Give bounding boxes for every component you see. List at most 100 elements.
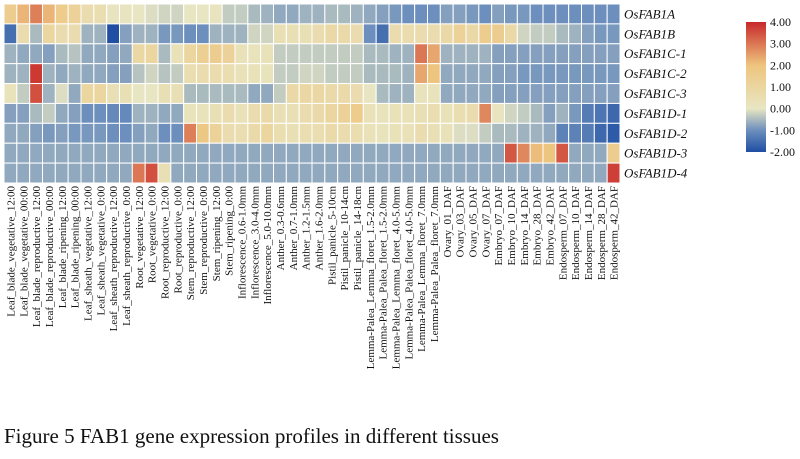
heatmap-cell <box>375 23 390 45</box>
heatmap-cell <box>234 43 249 65</box>
heatmap-cell <box>529 63 544 85</box>
heatmap-cell <box>106 23 120 45</box>
heatmap-cell <box>324 142 339 164</box>
heatmap-cell <box>311 23 326 45</box>
heatmap-cell <box>273 102 287 124</box>
heatmap-cell <box>324 23 339 45</box>
heatmap-cell <box>208 3 223 25</box>
heatmap-cell <box>504 63 518 85</box>
heatmap-cell <box>593 43 608 65</box>
heatmap-cell <box>504 142 518 164</box>
heatmap-cell <box>491 43 506 65</box>
column-label: Embryo_28_DAF <box>532 186 544 265</box>
heatmap-cell <box>388 63 403 85</box>
heatmap-cell <box>452 102 467 124</box>
heatmap-cell <box>273 3 287 25</box>
heatmap-cell <box>491 63 506 85</box>
heatmap-cell <box>581 142 595 164</box>
heatmap-cell <box>221 83 236 104</box>
heatmap-cell <box>247 63 262 85</box>
heatmap-cell <box>504 102 518 124</box>
heatmap-cell <box>350 3 364 25</box>
heatmap-cell <box>67 23 82 45</box>
heatmap-cell <box>324 3 339 25</box>
heatmap-cell <box>362 3 377 25</box>
heatmap-cell <box>106 142 120 164</box>
heatmap-cell <box>465 122 480 144</box>
heatmap-cell <box>427 122 441 144</box>
heatmap-cell <box>106 43 120 65</box>
figure-caption: Figure 5 FAB1 gene expression profiles i… <box>4 424 499 448</box>
column-label: Leaf_blade_vegetative_00:00 <box>18 186 30 317</box>
row-label: OsFAB1D-1 <box>624 106 687 121</box>
heatmap-cell <box>478 142 493 164</box>
column-label: Lemma-Palea_Lemma_floret_4.0-5.0mm <box>390 186 402 370</box>
heatmap-cell <box>491 162 506 184</box>
heatmap-cell <box>478 162 493 184</box>
heatmap-cell <box>157 122 172 144</box>
heatmap-cell <box>273 142 287 164</box>
heatmap-cell <box>452 23 467 45</box>
heatmap-cell <box>285 3 300 25</box>
legend-tick-label: 4.00 <box>770 15 791 29</box>
column-label: Stem_ripening_0:00 <box>224 186 236 276</box>
heatmap-cell <box>375 3 390 25</box>
heatmap-cell <box>170 142 185 164</box>
heatmap-cell <box>516 162 531 184</box>
heatmap-cell <box>221 63 236 85</box>
heatmap-cell <box>54 142 69 164</box>
column-label: Endosperm_28_DAF <box>596 186 608 280</box>
row-label: OsFAB1B <box>624 26 675 41</box>
heatmap-cell <box>208 43 223 65</box>
heatmap-cell <box>208 142 223 164</box>
column-label: Lemma-Palea_Palea_floret_4.0-5.0mm <box>403 186 415 360</box>
heatmap-cell <box>54 43 69 65</box>
heatmap-cell <box>593 23 608 45</box>
heatmap-cell <box>93 43 108 65</box>
heatmap-cell <box>247 23 262 45</box>
heatmap-cell <box>42 83 56 104</box>
heatmap-cell <box>529 162 544 184</box>
column-label: Ovary_03_DAF <box>455 186 467 258</box>
heatmap-cell <box>555 102 570 124</box>
column-label: Embryo_14_DAF <box>519 186 531 265</box>
heatmap-cell <box>555 23 570 45</box>
heatmap-cell <box>568 142 582 164</box>
heatmap-cell <box>131 142 146 164</box>
heatmap-cell <box>350 162 364 184</box>
legend-color-bar <box>746 22 766 152</box>
heatmap-cell <box>337 3 352 25</box>
heatmap-cell <box>491 3 506 25</box>
heatmap-cell <box>221 3 236 25</box>
heatmap-cell <box>491 142 506 164</box>
heatmap-cell <box>298 142 313 164</box>
heatmap-cell <box>106 102 120 124</box>
heatmap-cell <box>427 102 441 124</box>
heatmap-cell <box>93 23 108 45</box>
heatmap-cell <box>491 102 506 124</box>
heatmap-cell <box>555 83 570 104</box>
heatmap-cell <box>439 162 454 184</box>
heatmap-cell <box>221 162 236 184</box>
column-label: Leaf_sheath_vegetative_12:00 <box>82 186 94 322</box>
heatmap-cell <box>350 23 364 45</box>
heatmap-cell <box>157 63 172 85</box>
heatmap-cell <box>555 3 570 25</box>
heatmap-cell <box>285 122 300 144</box>
column-label: Anther_1.2-1.5mm <box>301 186 313 271</box>
heatmap-cell <box>183 122 197 144</box>
heatmap-cell <box>542 43 557 65</box>
heatmap-cell <box>119 162 133 184</box>
heatmap-cell <box>465 102 480 124</box>
heatmap-cell <box>350 122 364 144</box>
heatmap-cell <box>516 83 531 104</box>
heatmap-cell <box>54 162 69 184</box>
color-legend: 4.00 3.00 2.00 1.00 0.00 -1.00 -2.00 <box>746 15 795 159</box>
heatmap-cell <box>375 43 390 65</box>
heatmap-cell <box>529 23 544 45</box>
heatmap-cell <box>606 3 621 25</box>
heatmap-cell <box>362 102 377 124</box>
heatmap-cell <box>273 83 287 104</box>
heatmap-cell <box>529 83 544 104</box>
